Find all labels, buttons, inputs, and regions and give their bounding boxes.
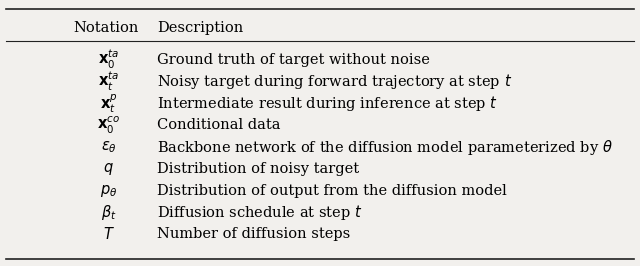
Text: Ground truth of target without noise: Ground truth of target without noise [157, 53, 429, 67]
Text: $\mathbf{x}_0^{ta}$: $\mathbf{x}_0^{ta}$ [98, 48, 120, 72]
Text: $\beta_t$: $\beta_t$ [101, 203, 116, 222]
Text: Noisy target during forward trajectory at step $t$: Noisy target during forward trajectory a… [157, 72, 512, 91]
Text: $\mathbf{x}_0^{co}$: $\mathbf{x}_0^{co}$ [97, 115, 120, 136]
Text: Distribution of output from the diffusion model: Distribution of output from the diffusio… [157, 184, 506, 198]
Text: $\mathbf{x}_t^{ta}$: $\mathbf{x}_t^{ta}$ [98, 70, 120, 93]
Text: Conditional data: Conditional data [157, 118, 280, 132]
Text: $p_\theta$: $p_\theta$ [100, 183, 118, 199]
Text: Description: Description [157, 21, 243, 35]
Text: Intermediate result during inference at step $t$: Intermediate result during inference at … [157, 94, 498, 113]
Text: $T$: $T$ [103, 226, 115, 242]
Text: $\mathbf{x}_t^{p}$: $\mathbf{x}_t^{p}$ [100, 92, 118, 115]
Text: $q$: $q$ [104, 161, 114, 177]
Text: Diffusion schedule at step $t$: Diffusion schedule at step $t$ [157, 203, 362, 222]
Text: Distribution of noisy target: Distribution of noisy target [157, 162, 359, 176]
Text: Number of diffusion steps: Number of diffusion steps [157, 227, 350, 241]
Text: Backbone network of the diffusion model parameterized by $\theta$: Backbone network of the diffusion model … [157, 138, 612, 157]
Text: $\epsilon_\theta$: $\epsilon_\theta$ [101, 139, 116, 155]
Text: Notation: Notation [74, 21, 139, 35]
